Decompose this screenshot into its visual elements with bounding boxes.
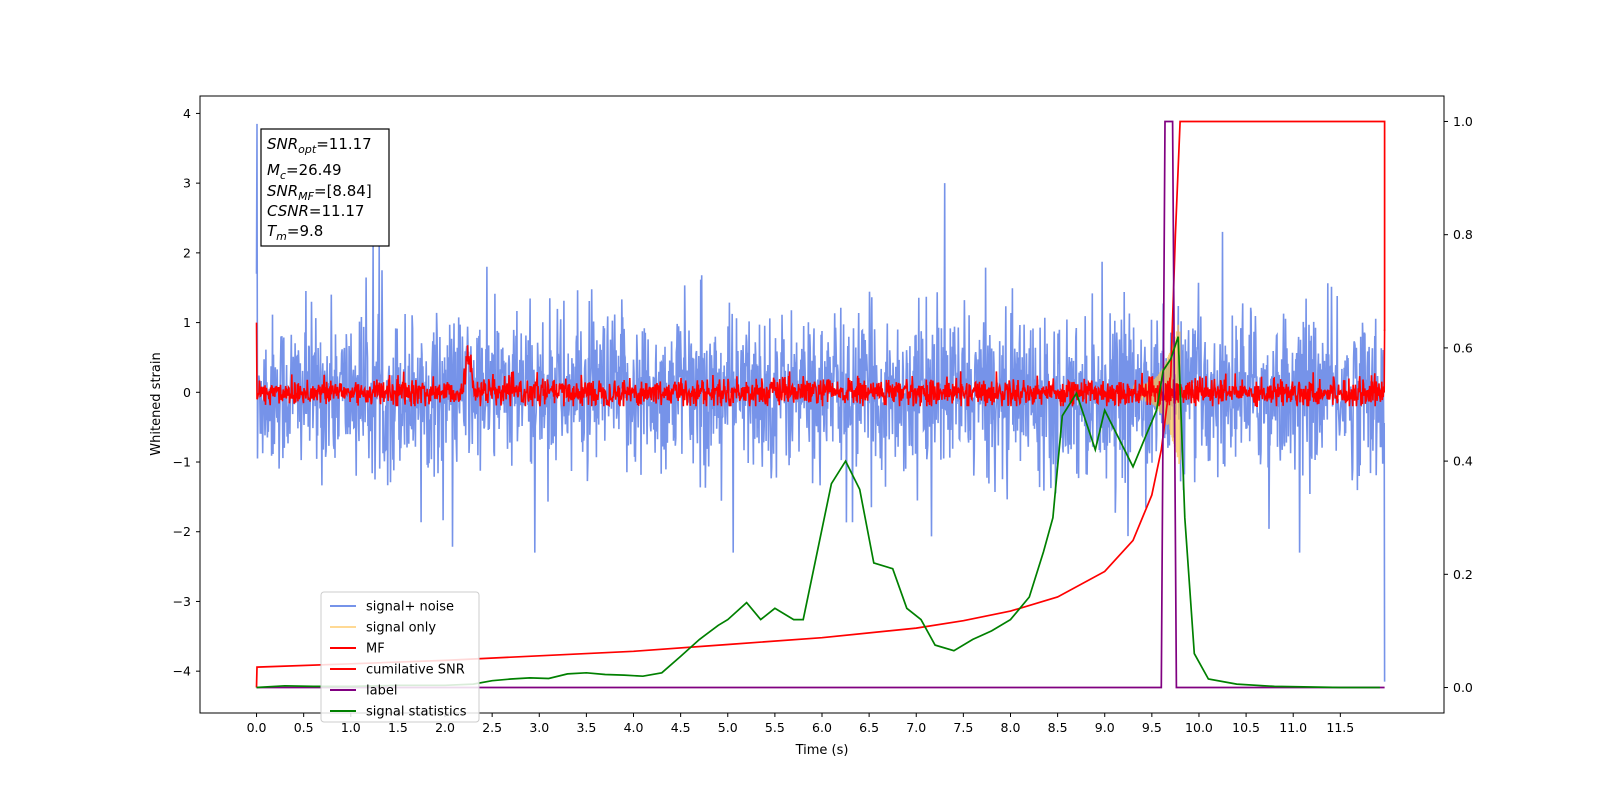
legend-label: MF <box>366 642 385 657</box>
y2-axis-ticks: 1.0 0.8 0.6 0.4 0.2 0.0 <box>1444 114 1473 695</box>
x-tick-label: 0.5 <box>294 720 314 735</box>
x-tick-label: 6.5 <box>859 720 879 735</box>
x-tick-label: 6.0 <box>812 720 832 735</box>
y-tick-label: −2 <box>173 524 191 539</box>
x-tick-label: 2.5 <box>482 720 502 735</box>
y-axis-label: Whitened strain <box>149 352 164 455</box>
x-tick-label: 7.5 <box>953 720 973 735</box>
label-series <box>256 120 1385 689</box>
stats-annotation-box: SNRopt=11.17 Mc=26.49 SNRMF=[8.84] CSNR=… <box>260 128 390 247</box>
x-axis-label: Time (s) <box>795 743 849 758</box>
x-tick-label: 5.5 <box>765 720 785 735</box>
x-tick-label: 7.0 <box>906 720 926 735</box>
mf-line <box>255 322 1386 408</box>
x-axis-ticks: 0.0 0.5 1.0 1.5 2.0 2.5 3.0 3.5 4.0 4.5 5.0 5.5 6.0 6… <box>247 713 1354 735</box>
x-tick-label: 8.0 <box>1001 720 1021 735</box>
y-tick-label: 4 <box>183 106 191 121</box>
y-tick-label: −3 <box>173 594 191 609</box>
mf-series <box>255 322 1386 408</box>
x-tick-label: 3.5 <box>576 720 596 735</box>
x-tick-label: 11.5 <box>1326 720 1354 735</box>
x-tick-label: 10.0 <box>1185 720 1213 735</box>
y-axis-ticks: 4 3 2 1 0 −1 −2 −3 −4 <box>173 106 200 679</box>
x-tick-label: 1.0 <box>341 720 361 735</box>
y2-tick-label: 0.0 <box>1453 680 1473 695</box>
legend-frame <box>320 591 480 723</box>
legend-label: signal only <box>366 621 436 636</box>
annotation-snr-mf: SNRMF=[8.84] <box>267 182 372 203</box>
y2-tick-label: 0.8 <box>1453 227 1473 242</box>
legend-label: signal+ noise <box>366 600 454 615</box>
x-tick-label: 4.5 <box>671 720 691 735</box>
y-tick-label: −4 <box>173 664 191 679</box>
legend-label: label <box>366 684 397 699</box>
y2-tick-label: 0.6 <box>1453 340 1473 355</box>
y-tick-label: 2 <box>183 245 191 260</box>
y2-tick-label: 0.2 <box>1453 567 1473 582</box>
x-tick-label: 0.0 <box>247 720 267 735</box>
x-tick-label: 5.0 <box>718 720 738 735</box>
x-tick-label: 1.5 <box>388 720 408 735</box>
annotation-csnr: CSNR=11.17 <box>267 202 364 220</box>
y-tick-label: 0 <box>183 385 191 400</box>
x-tick-label: 11.0 <box>1279 720 1307 735</box>
x-tick-label: 2.0 <box>435 720 455 735</box>
signal-noise-series <box>255 123 1386 682</box>
annotation-snr-opt: SNRopt=11.17 <box>267 135 372 156</box>
x-tick-label: 3.0 <box>529 720 549 735</box>
y-tick-label: 1 <box>183 315 191 330</box>
y-tick-label: 3 <box>183 176 191 191</box>
y-tick-label: −1 <box>173 455 191 470</box>
x-tick-label: 9.5 <box>1142 720 1162 735</box>
legend-label: cumilative SNR <box>366 663 465 678</box>
annotation-mc: Mc=26.49 <box>267 161 342 182</box>
y2-tick-label: 1.0 <box>1453 114 1473 129</box>
x-tick-label: 4.0 <box>624 720 644 735</box>
x-tick-label: 8.5 <box>1048 720 1068 735</box>
x-tick-label: 10.5 <box>1232 720 1260 735</box>
legend: signal+ noise signal only MF cumilative SNR… <box>320 591 480 723</box>
legend-label: signal statistics <box>366 705 467 720</box>
label-line <box>256 120 1385 689</box>
annotation-tm: Tm=9.8 <box>267 222 323 243</box>
signal-noise-line <box>255 123 1386 682</box>
signal-statistics-series <box>256 336 1380 689</box>
y2-tick-label: 0.4 <box>1453 454 1473 469</box>
signal-statistics-line <box>256 336 1380 689</box>
x-tick-label: 9.0 <box>1095 720 1115 735</box>
